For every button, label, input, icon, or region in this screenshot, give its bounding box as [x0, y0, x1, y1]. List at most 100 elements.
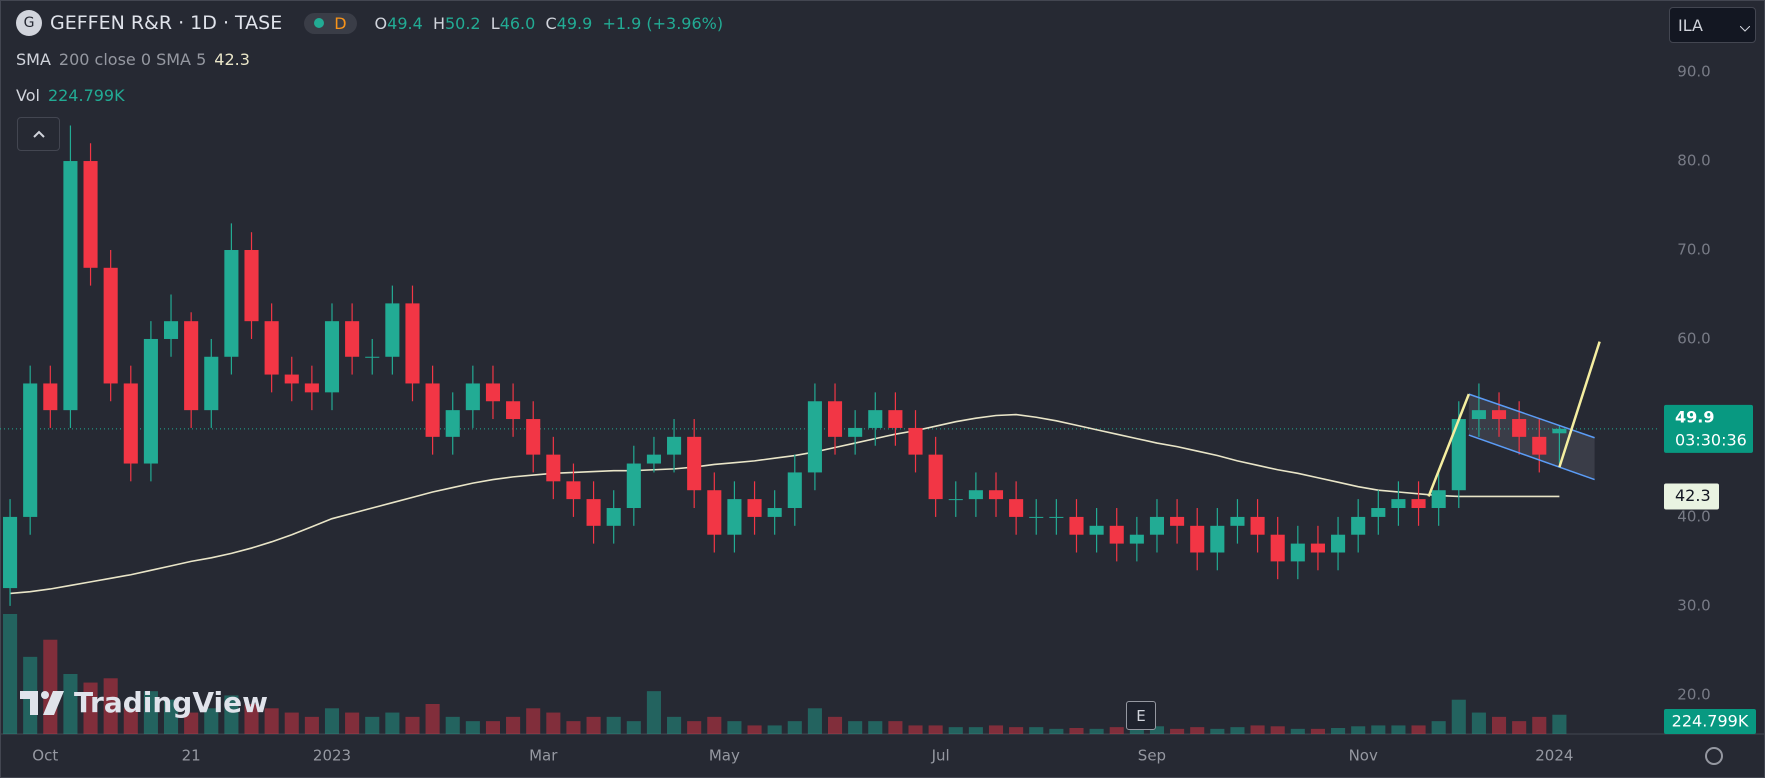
volume-bar: [1129, 727, 1144, 734]
volume-bar: [1069, 728, 1084, 734]
candle-body: [1190, 525, 1205, 553]
volume-bar: [83, 682, 98, 734]
candle-body: [1351, 516, 1366, 535]
volume-bar: [868, 721, 883, 734]
volume-bar: [928, 725, 943, 734]
candle-body: [787, 472, 802, 509]
sma-legend[interactable]: SMA 200 close 0 SMA 5 42.3: [16, 50, 250, 69]
candle-body: [1069, 516, 1084, 535]
ohlc-value: 49.4: [387, 13, 423, 33]
candle-body: [1552, 428, 1567, 434]
vol-legend[interactable]: Vol 224.799K: [16, 86, 125, 105]
candle-body: [224, 250, 239, 357]
channel-line: [1468, 434, 1595, 481]
volume-bar: [1230, 727, 1245, 734]
volume-bar: [1149, 726, 1165, 734]
volume-bar: [626, 721, 641, 734]
volume-bar: [888, 721, 903, 734]
x-tick-label: 2023: [313, 747, 351, 765]
tradingview-logo[interactable]: TradingView: [20, 686, 268, 719]
candle-body: [566, 481, 581, 500]
volume-bar: [1532, 716, 1547, 734]
volume-bar: [445, 716, 460, 734]
candle-body: [546, 454, 561, 482]
volume-bar: [1371, 725, 1386, 734]
x-tick-label: Mar: [529, 747, 558, 765]
candle-body: [1290, 543, 1305, 562]
currency-select[interactable]: ILA: [1669, 7, 1756, 43]
volume-bar: [606, 716, 621, 734]
candle-body: [646, 454, 661, 464]
volume-bar: [807, 708, 822, 734]
volume-bar: [747, 725, 762, 734]
candle-body: [123, 383, 138, 464]
sma-params: 200 close 0 SMA 5: [58, 50, 207, 69]
candle-body: [425, 383, 440, 437]
volume-bar: [224, 695, 239, 734]
candle-body: [888, 410, 903, 428]
channel-line: [1468, 393, 1595, 439]
volume-bar: [526, 708, 541, 734]
candle-body: [23, 383, 38, 517]
candle-body: [1049, 516, 1064, 518]
candle-body: [485, 383, 501, 402]
settings-icon[interactable]: [1705, 747, 1723, 765]
candle-body: [727, 499, 742, 535]
ohlc-value: 50.2: [444, 13, 481, 33]
volume-bar: [586, 716, 601, 734]
x-tick-label: Nov: [1349, 747, 1378, 765]
interval-pill[interactable]: D: [304, 12, 357, 34]
volume-bar: [1411, 725, 1426, 734]
volume-bar: [1250, 725, 1265, 734]
volume-bar: [1512, 721, 1527, 734]
tv-glyph: [20, 690, 64, 715]
sma-line: [9, 413, 1560, 595]
x-tick-label: Jul: [931, 747, 950, 765]
collapse-button[interactable]: [17, 117, 60, 151]
y-tick-label: 90.0: [1677, 63, 1710, 81]
last-price-badge: [1664, 404, 1753, 453]
volume-bar: [948, 727, 963, 734]
candle-body: [1029, 516, 1044, 518]
volume-bar: [304, 716, 319, 734]
candle-body: [204, 356, 219, 411]
y-tick-label: 70.0: [1677, 241, 1710, 259]
volume-bar: [1089, 728, 1104, 734]
vol-value: 224.799K: [47, 86, 125, 105]
candle-body: [103, 267, 118, 384]
candle-body: [1471, 410, 1486, 420]
interval-badge: D: [334, 13, 347, 33]
price-axis-bg: [1660, 0, 1765, 778]
x-tick-label: 21: [182, 747, 201, 765]
candle-body: [385, 303, 400, 357]
volume-bar: [103, 678, 118, 734]
volume-bar: [566, 721, 581, 734]
candle-body: [1411, 499, 1426, 509]
x-tick-label: 2024: [1535, 747, 1573, 765]
symbol-title[interactable]: GEFFEN R&R · 1D · TASE: [50, 12, 283, 34]
x-tick-label: Sep: [1138, 747, 1166, 765]
volume-bar: [1170, 728, 1185, 734]
candle-body: [284, 374, 299, 384]
candle-body: [747, 499, 762, 517]
candle-body: [445, 410, 460, 437]
ohlc-key: O: [374, 13, 388, 33]
volume-bar: [1109, 727, 1124, 734]
y-tick-label: 30.0: [1677, 596, 1710, 614]
status-dot: [314, 18, 325, 28]
candle-body: [184, 321, 199, 411]
candle-body: [1109, 525, 1124, 544]
y-tick-label: 80.0: [1677, 152, 1710, 170]
volume-bar: [667, 716, 682, 734]
candle-body: [1250, 516, 1265, 535]
candle-body: [908, 427, 923, 455]
volume-bar: [385, 712, 400, 734]
volume-bar: [1049, 728, 1064, 734]
candle-body: [3, 516, 18, 589]
earnings-marker[interactable]: E: [1126, 701, 1156, 730]
volume-bar: [143, 691, 158, 734]
candle-body: [83, 161, 98, 268]
candle-body: [1491, 410, 1507, 420]
volume-bar: [244, 704, 259, 734]
candle-body: [1451, 419, 1466, 491]
